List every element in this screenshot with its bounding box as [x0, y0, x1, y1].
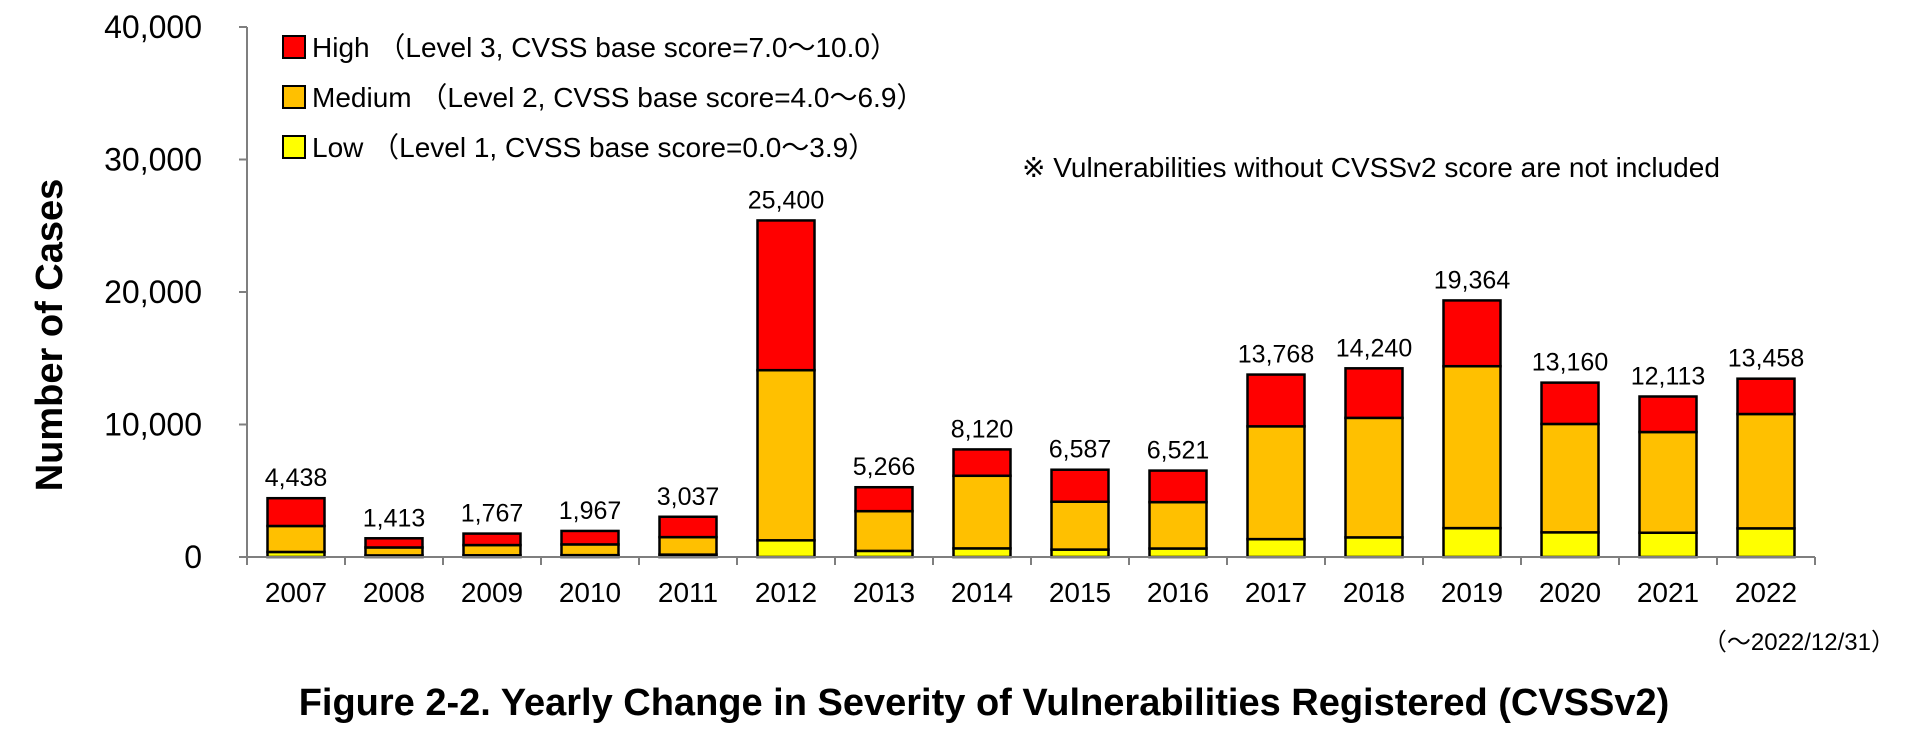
y-axis-ticks: 0 10,000 20,000 30,000 40,000	[104, 9, 247, 575]
legend-swatch-high	[282, 35, 306, 59]
bars	[266, 219, 1796, 559]
total-label-2018: 14,240	[1336, 334, 1412, 362]
total-labels: 4,438 1,413 1,767 1,967 3,037 25,400 5,266 8,12…	[265, 186, 1805, 532]
total-label-2019: 19,364	[1434, 266, 1511, 294]
x-tick-label-2015: 2015	[1049, 577, 1111, 608]
bar-high-2014	[952, 448, 1012, 478]
bar-high-2020	[1540, 381, 1600, 426]
bar-medium-2007	[266, 524, 326, 554]
total-label-2014: 8,120	[951, 415, 1014, 443]
bar-high-2015	[1050, 468, 1110, 503]
bar-high-2022	[1736, 377, 1796, 416]
y-tick-label: 0	[184, 539, 202, 575]
x-tick-label-2022: 2022	[1735, 577, 1797, 608]
legend: High （Level 3, CVSS base score=7.0～10.0）…	[282, 32, 924, 163]
bar-medium-2016	[1148, 500, 1208, 550]
bar-high-2009	[462, 532, 522, 547]
bar-high-2008	[364, 537, 424, 549]
y-tick-label: 40,000	[104, 9, 202, 45]
legend-label-low: Low （Level 1, CVSS base score=0.0～3.9）	[312, 132, 876, 163]
x-tick-label-2009: 2009	[461, 577, 523, 608]
bar-medium-2010	[560, 543, 620, 557]
bar-high-2013	[854, 485, 914, 513]
note-annotation: ※ Vulnerabilities without CVSSv2 score a…	[1022, 152, 1720, 183]
total-label-2009: 1,767	[461, 500, 524, 528]
total-label-2011: 3,037	[657, 483, 720, 511]
bar-low-2018	[1344, 536, 1404, 559]
bar-medium-2011	[658, 535, 718, 556]
date-annotation: （～2022/12/31）	[1703, 629, 1895, 656]
y-tick-label: 20,000	[104, 274, 202, 310]
bar-high-2016	[1148, 469, 1208, 504]
total-label-2008: 1,413	[363, 504, 426, 532]
x-axis-ticks: 2007 2008 2009 2010 2011 2012 2013 2014 2015 2016…	[246, 557, 1816, 608]
bar-high-2018	[1344, 367, 1404, 420]
bar-low-2017	[1246, 537, 1306, 559]
bar-high-2017	[1246, 373, 1306, 428]
total-label-2022: 13,458	[1728, 345, 1804, 373]
total-label-2013: 5,266	[853, 453, 916, 481]
x-tick-label-2020: 2020	[1539, 577, 1601, 608]
bar-high-2007	[266, 496, 326, 528]
bar-high-2010	[560, 529, 620, 546]
x-tick-label-2008: 2008	[363, 577, 425, 608]
bar-high-2021	[1638, 395, 1698, 434]
x-tick-label-2021: 2021	[1637, 577, 1699, 608]
total-label-2021: 12,113	[1631, 363, 1706, 391]
bar-medium-2009	[462, 543, 522, 557]
x-tick-label-2010: 2010	[559, 577, 621, 608]
bar-low-2021	[1638, 531, 1698, 559]
bar-medium-2018	[1344, 416, 1404, 539]
bar-low-2019	[1442, 526, 1502, 559]
bar-high-2012	[756, 219, 816, 372]
legend-swatch-medium	[282, 85, 306, 109]
total-label-2007: 4,438	[265, 464, 328, 492]
bar-low-2020	[1540, 531, 1600, 559]
x-tick-label-2012: 2012	[755, 577, 817, 608]
total-label-2015: 6,587	[1049, 436, 1112, 464]
total-label-2020: 13,160	[1532, 349, 1608, 377]
legend-label-medium: Medium （Level 2, CVSS base score=4.0～6.9…	[312, 82, 924, 113]
bar-low-2012	[756, 539, 816, 559]
bar-low-2014	[952, 547, 1012, 559]
total-label-2012: 25,400	[748, 186, 824, 214]
bar-medium-2014	[952, 474, 1012, 550]
x-tick-label-2014: 2014	[951, 577, 1013, 608]
x-tick-label-2019: 2019	[1441, 577, 1503, 608]
x-tick-label-2018: 2018	[1343, 577, 1405, 608]
x-tick-label-2007: 2007	[265, 577, 327, 608]
y-tick-label: 10,000	[104, 407, 202, 443]
x-tick-label-2016: 2016	[1147, 577, 1209, 608]
bar-medium-2017	[1246, 425, 1306, 541]
bar-medium-2015	[1050, 500, 1110, 551]
x-tick-label-2011: 2011	[658, 577, 718, 608]
bar-low-2022	[1736, 527, 1796, 559]
y-tick-label: 30,000	[104, 142, 202, 178]
bar-medium-2021	[1638, 430, 1698, 535]
bar-high-2019	[1442, 299, 1502, 368]
total-label-2010: 1,967	[559, 497, 622, 525]
bar-medium-2019	[1442, 364, 1502, 530]
bar-high-2011	[658, 515, 718, 539]
chart-title: Figure 2-2. Yearly Change in Severity of…	[299, 682, 1670, 724]
bar-medium-2022	[1736, 412, 1796, 530]
x-tick-label-2017: 2017	[1245, 577, 1307, 608]
bar-low-2016	[1148, 547, 1208, 559]
y-axis-label: Number of Cases	[29, 179, 71, 492]
bar-medium-2012	[756, 368, 816, 542]
legend-label-high: High （Level 3, CVSS base score=7.0～10.0）	[312, 32, 898, 63]
legend-swatch-low	[282, 135, 306, 159]
bar-medium-2020	[1540, 422, 1600, 534]
total-label-2017: 13,768	[1238, 341, 1314, 369]
bar-medium-2013	[854, 509, 914, 553]
total-label-2016: 6,521	[1147, 437, 1210, 465]
x-tick-label-2013: 2013	[853, 577, 915, 608]
